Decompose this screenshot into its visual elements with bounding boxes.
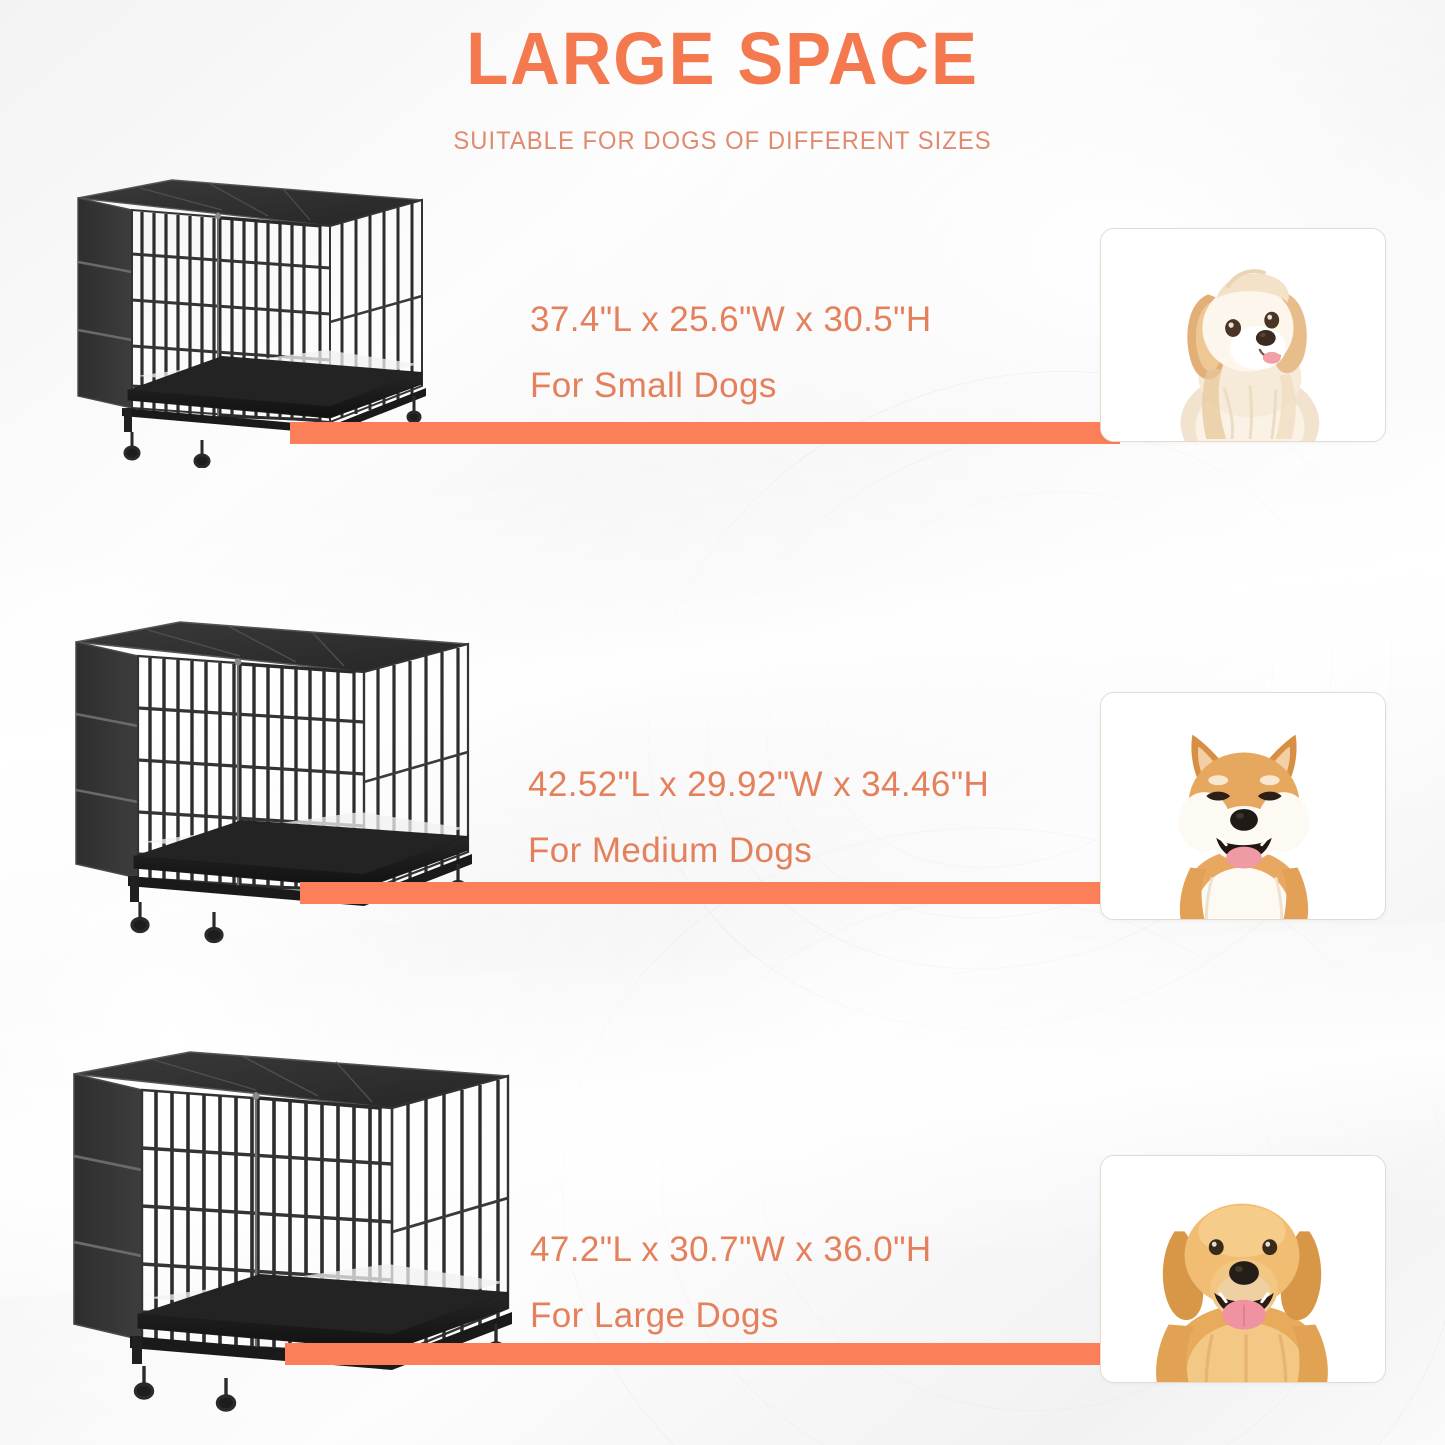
- dog-photo-card-small: [1100, 228, 1386, 442]
- size-audience-small: For Small Dogs: [530, 366, 777, 405]
- size-spec-small: 37.4"L x 25.6"W x 30.5"H For Small Dogs: [530, 300, 932, 406]
- accent-bar-large: [285, 1343, 1120, 1365]
- size-audience-large: For Large Dogs: [530, 1296, 779, 1335]
- size-dimensions-large: 47.2"L x 30.7"W x 36.0"H: [530, 1230, 932, 1269]
- size-dimensions-small: 37.4"L x 25.6"W x 30.5"H: [530, 300, 932, 339]
- dog-photo-card-large: [1100, 1155, 1386, 1383]
- golden-retriever-dog-photo: [1101, 1156, 1385, 1382]
- size-spec-large: 47.2"L x 30.7"W x 36.0"H For Large Dogs: [530, 1230, 932, 1336]
- small-fluffy-tan-puppy-photo: [1101, 229, 1385, 441]
- dog-photo-card-medium: [1100, 692, 1386, 920]
- size-audience-medium: For Medium Dogs: [528, 831, 813, 870]
- size-dimensions-medium: 42.52"L x 29.92"W x 34.46"H: [528, 765, 990, 804]
- accent-bar-small: [290, 422, 1120, 444]
- header: LARGE SPACE SUITABLE FOR DOGS OF DIFFERE…: [0, 0, 1445, 156]
- page-title: LARGE SPACE: [466, 17, 979, 100]
- accent-bar-medium: [300, 882, 1120, 904]
- dog-crate-image-small: [62, 172, 432, 468]
- shiba-inu-dog-photo: [1101, 693, 1385, 919]
- page-subtitle: SUITABLE FOR DOGS OF DIFFERENT SIZES: [453, 127, 992, 155]
- size-spec-medium: 42.52"L x 29.92"W x 34.46"H For Medium D…: [528, 765, 989, 871]
